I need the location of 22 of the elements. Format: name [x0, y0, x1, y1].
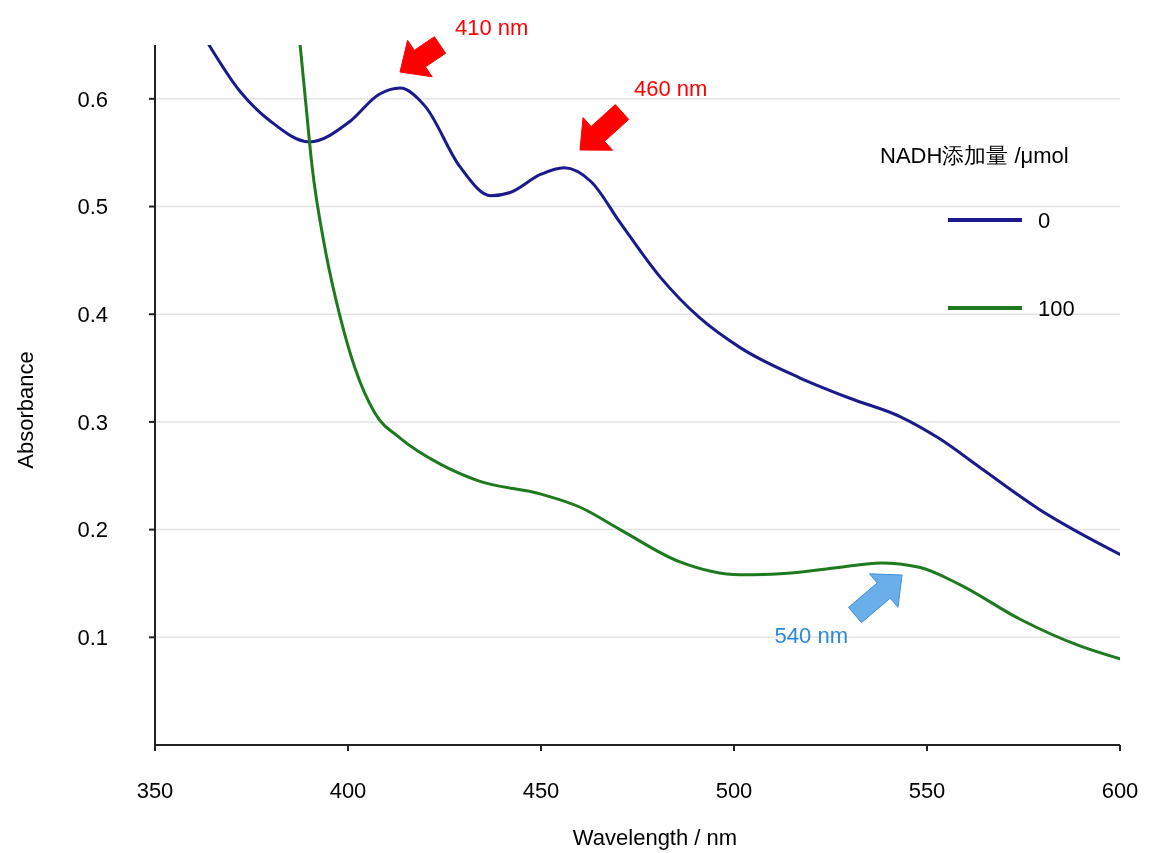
legend-title: NADH添加量 /μmol: [880, 142, 1069, 168]
x-tick-label: 500: [715, 778, 753, 803]
text: 410 nm: [455, 14, 529, 40]
annotation: 540 nm: [774, 622, 848, 648]
y-tick-label: 0.6: [77, 86, 108, 112]
x-tick-label: 550: [908, 778, 946, 803]
x-tick-label: 350: [136, 778, 174, 803]
x-tick-label: 600: [1101, 778, 1139, 803]
line-series: [207, 45, 1120, 556]
x-axis-title: Wavelength / nm: [572, 825, 738, 850]
y-tick-label: 0.5: [77, 194, 108, 220]
x-tick-label: 400: [329, 778, 367, 803]
annotation: 460 nm: [634, 75, 708, 101]
y-tick-label: 0.1: [77, 625, 108, 651]
y-tick-label: 0.3: [77, 409, 108, 435]
legend-label: 0: [1038, 207, 1051, 233]
x-tick-label: 450: [522, 778, 560, 803]
y-tick-label: 0.4: [77, 301, 108, 327]
y-axis-title: Absorbance: [13, 351, 38, 469]
line-series: [298, 45, 1120, 661]
legend-label: 100: [1038, 295, 1075, 321]
y-tick-label: 0.2: [77, 517, 108, 543]
